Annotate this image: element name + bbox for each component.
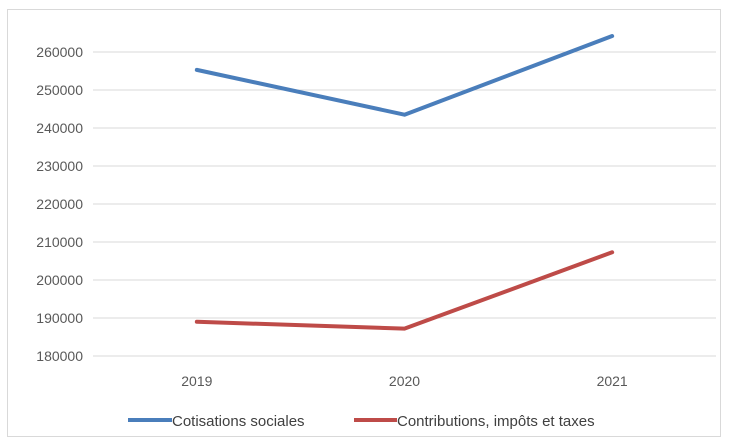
y-tick-label: 190000: [36, 310, 83, 326]
y-tick-label: 250000: [36, 82, 83, 98]
y-axis-ticks: 180000 190000 200000 210000 220000 230000 2400…: [36, 44, 83, 364]
series-lines: [194, 34, 615, 331]
x-tick-label: 2019: [181, 373, 212, 389]
chart-frame: [7, 9, 721, 437]
x-axis-ticks: 2019 2020 2021: [181, 373, 628, 389]
series-line-cotisations: [194, 34, 615, 117]
series-line-contributions: [194, 250, 615, 331]
y-tick-label: 180000: [36, 348, 83, 364]
y-tick-label: 200000: [36, 272, 83, 288]
y-tick-label: 240000: [36, 120, 83, 136]
gridlines: [93, 51, 716, 319]
x-tick-label: 2021: [597, 373, 628, 389]
y-tick-label: 220000: [36, 196, 83, 212]
legend-label-contributions: Contributions, impôts et taxes: [397, 413, 595, 430]
legend-label-cotisations: Cotisations sociales: [172, 413, 305, 430]
y-tick-label: 230000: [36, 158, 83, 174]
y-tick-label: 260000: [36, 44, 83, 60]
x-tick-label: 2020: [389, 373, 420, 389]
y-tick-label: 210000: [36, 234, 83, 250]
legend: Cotisations sociales Contributions, impô…: [128, 413, 595, 430]
